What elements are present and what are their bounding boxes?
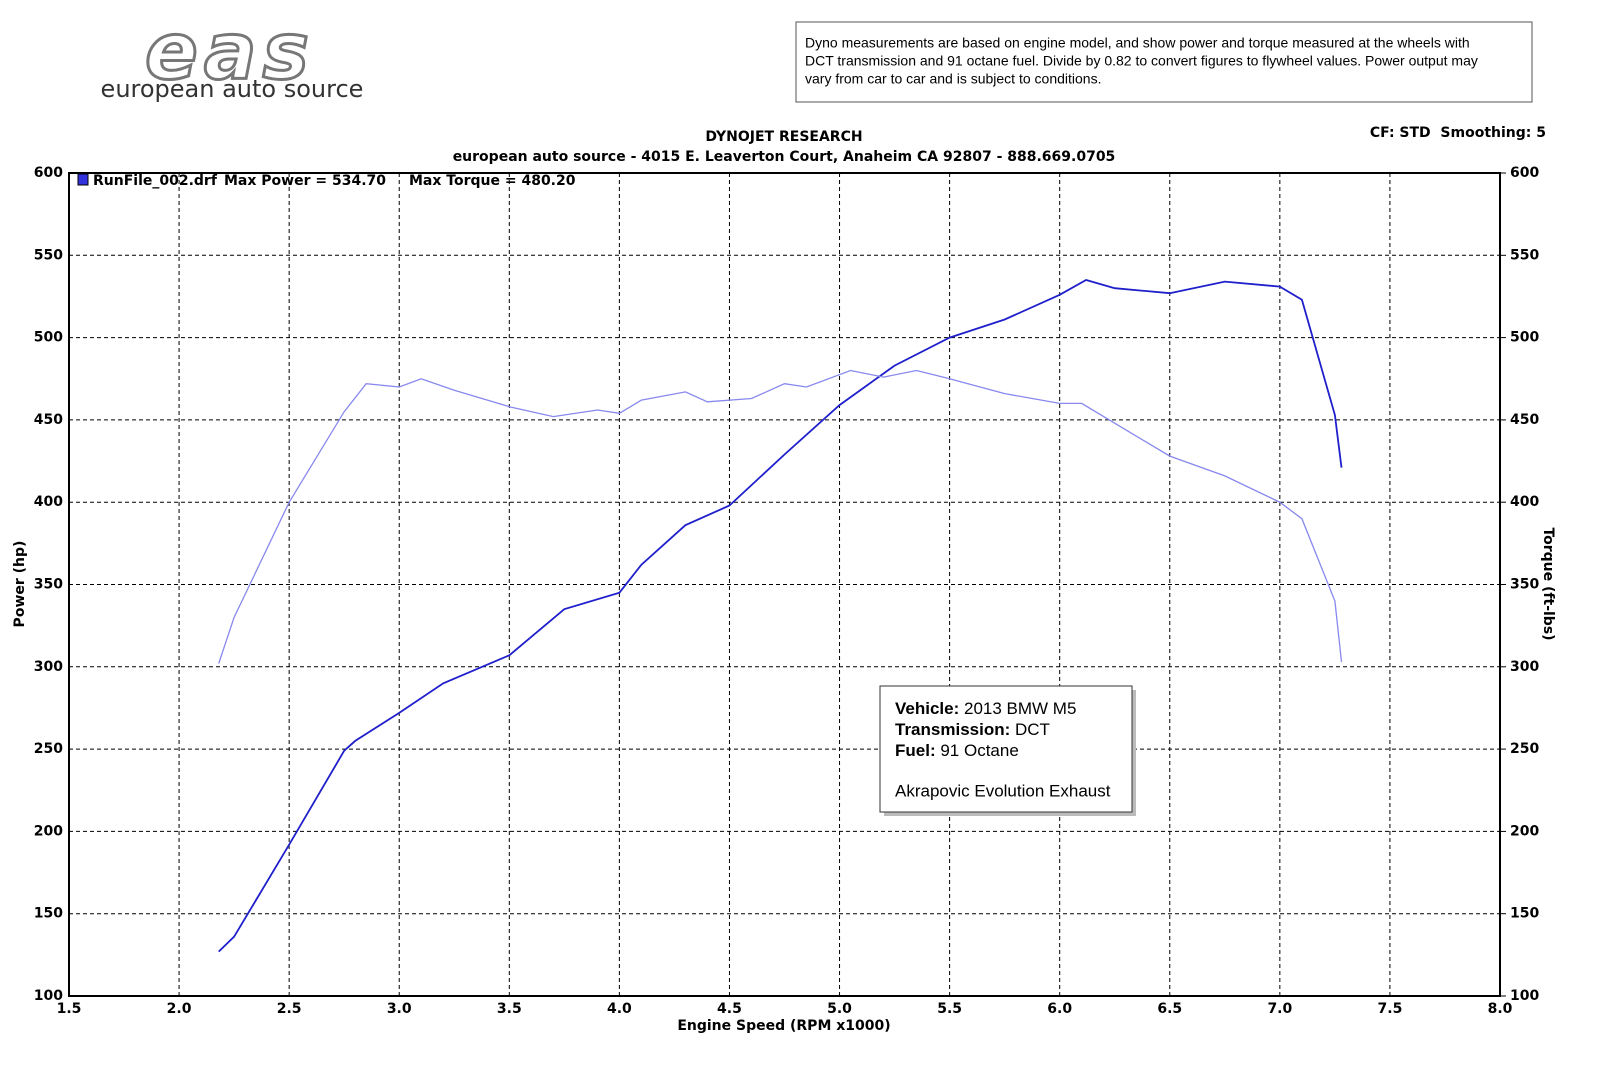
- y-tick-label: 300: [34, 659, 63, 675]
- y2-tick-label: 550: [1510, 247, 1539, 263]
- info-extra: Akrapovic Evolution Exhaust: [895, 781, 1111, 800]
- y-tick-label: 250: [34, 741, 63, 757]
- info-row: Vehicle: 2013 BMW M5: [895, 699, 1076, 718]
- y2-tick-label: 250: [1510, 741, 1539, 757]
- note-line: vary from car to car and is subject to c…: [805, 71, 1101, 87]
- y-tick-label: 600: [34, 165, 63, 181]
- info-row: Transmission: DCT: [895, 720, 1050, 739]
- x-tick-label: 6.0: [1047, 1001, 1072, 1017]
- x-tick-label: 3.5: [497, 1001, 522, 1017]
- y2-tick-label: 100: [1510, 988, 1539, 1004]
- y2-tick-label: 300: [1510, 659, 1539, 675]
- x-tick-label: 1.5: [57, 1001, 82, 1017]
- logo-mark: eas: [145, 7, 315, 97]
- x-tick-label: 7.5: [1378, 1001, 1403, 1017]
- y2-tick-label: 450: [1510, 412, 1539, 428]
- x-tick-label: 4.5: [717, 1001, 742, 1017]
- x-tick-label: 7.0: [1267, 1001, 1292, 1017]
- x-tick-label: 6.5: [1157, 1001, 1182, 1017]
- y-axis-title: Power (hp): [12, 541, 28, 628]
- chart-subtitle: european auto source - 4015 E. Leaverton…: [453, 149, 1116, 165]
- legend-power: Max Power = 534.70: [224, 173, 386, 189]
- info-label: Vehicle:: [895, 699, 959, 718]
- y-tick-label: 200: [34, 823, 63, 839]
- info-box: [879, 685, 1133, 813]
- plot: 1.5 2.0 2.5 3.0 3.5 4.0 4.5 5.0 5.5 6.0 6.5 7.0 7.5 8…: [34, 165, 1540, 1017]
- note-line: DCT transmission and 91 octane fuel. Div…: [805, 53, 1478, 69]
- y2-tick-label: 500: [1510, 330, 1539, 346]
- note-box: [795, 21, 1533, 103]
- corner-note: CF: STD Smoothing: 5: [1370, 125, 1546, 141]
- y2-axis-title: Torque (ft-lbs): [1540, 527, 1556, 640]
- logo-name: european auto source: [101, 75, 364, 103]
- y2-tick-label: 200: [1510, 823, 1539, 839]
- legend-file: RunFile_002.drf: [93, 173, 218, 189]
- info-label: Fuel:: [895, 741, 936, 760]
- y2-tick-label: 150: [1510, 906, 1539, 922]
- y-tick-label: 450: [34, 412, 63, 428]
- x-tick-label: 5.0: [827, 1001, 852, 1017]
- x-tick-label: 5.5: [937, 1001, 962, 1017]
- info-value: 91 Octane: [940, 741, 1018, 760]
- x-tick-label: 4.0: [607, 1001, 632, 1017]
- y-tick-label: 550: [34, 247, 63, 263]
- y-tick-label: 400: [34, 494, 63, 510]
- series-line: [218, 279, 1343, 953]
- y-tick-label: 500: [34, 330, 63, 346]
- plot-border: [68, 172, 1501, 997]
- y-tick-label: 350: [34, 577, 63, 593]
- legend-swatch: [77, 173, 89, 186]
- series-line: [218, 369, 1343, 664]
- info-value: 2013 BMW M5: [964, 699, 1076, 718]
- x-tick-label: 3.0: [387, 1001, 412, 1017]
- note-line: Dyno measurements are based on engine mo…: [805, 35, 1470, 51]
- x-tick-label: 2.0: [167, 1001, 192, 1017]
- legend-torque: Max Torque = 480.20: [409, 173, 576, 189]
- y-tick-label: 100: [34, 988, 63, 1004]
- x-tick-label: 8.0: [1488, 1001, 1513, 1017]
- x-axis-title: Engine Speed (RPM x1000): [677, 1018, 890, 1034]
- info-value: DCT: [1015, 720, 1050, 739]
- chart-title: DYNOJET RESEARCH: [705, 129, 862, 145]
- info-row: Fuel: 91 Octane: [895, 741, 1019, 760]
- y2-tick-label: 600: [1510, 165, 1539, 181]
- y2-tick-label: 400: [1510, 494, 1539, 510]
- info-label: Transmission:: [895, 720, 1010, 739]
- y-tick-label: 150: [34, 906, 63, 922]
- y2-tick-label: 350: [1510, 577, 1539, 593]
- x-tick-label: 2.5: [277, 1001, 302, 1017]
